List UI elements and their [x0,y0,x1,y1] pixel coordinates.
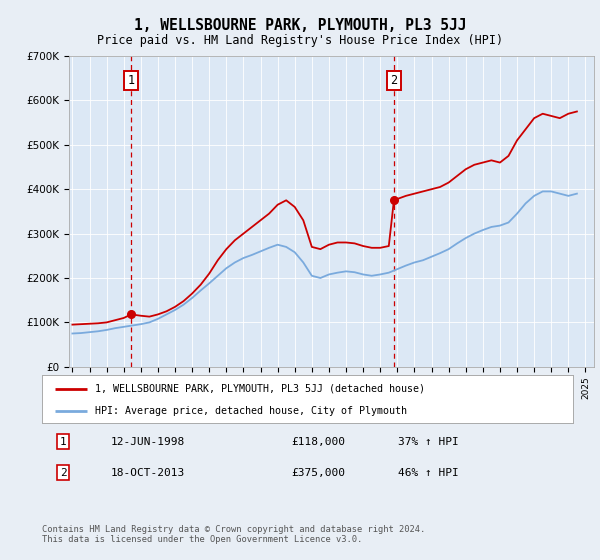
Text: Contains HM Land Registry data © Crown copyright and database right 2024.
This d: Contains HM Land Registry data © Crown c… [42,525,425,544]
Text: HPI: Average price, detached house, City of Plymouth: HPI: Average price, detached house, City… [95,406,407,416]
Text: 1, WELLSBOURNE PARK, PLYMOUTH, PL3 5JJ: 1, WELLSBOURNE PARK, PLYMOUTH, PL3 5JJ [134,18,466,32]
Text: 2: 2 [60,468,67,478]
Text: 12-JUN-1998: 12-JUN-1998 [111,437,185,447]
Text: 18-OCT-2013: 18-OCT-2013 [111,468,185,478]
Text: £118,000: £118,000 [292,437,346,447]
Text: 46% ↑ HPI: 46% ↑ HPI [398,468,458,478]
Text: £375,000: £375,000 [292,468,346,478]
Text: Price paid vs. HM Land Registry's House Price Index (HPI): Price paid vs. HM Land Registry's House … [97,34,503,47]
Text: 1: 1 [128,74,135,87]
Text: 1: 1 [60,437,67,447]
Text: 2: 2 [391,74,397,87]
Text: 1, WELLSBOURNE PARK, PLYMOUTH, PL3 5JJ (detached house): 1, WELLSBOURNE PARK, PLYMOUTH, PL3 5JJ (… [95,384,425,394]
Text: 37% ↑ HPI: 37% ↑ HPI [398,437,458,447]
